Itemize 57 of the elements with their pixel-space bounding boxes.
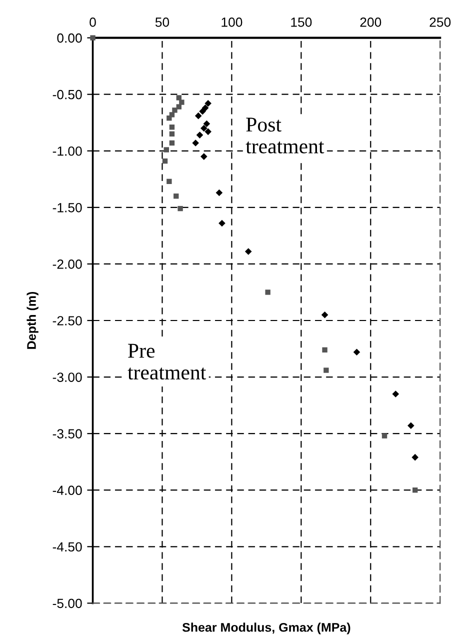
point (164, 147, 169, 152)
x-tick-label: 100 (222, 18, 242, 27)
point (178, 206, 183, 212)
point (392, 390, 400, 398)
point (321, 311, 328, 318)
y-tick-label: -5.00 (52, 598, 82, 608)
annotation: Post treatment (246, 118, 324, 154)
point (174, 194, 179, 199)
point (322, 347, 328, 352)
point (382, 433, 388, 438)
x-tick-label: 200 (360, 18, 382, 27)
point (408, 422, 414, 430)
point (196, 132, 204, 138)
point (162, 158, 168, 164)
point (169, 140, 175, 146)
y-tick-label: -0.50 (52, 90, 82, 100)
point (176, 95, 182, 100)
point (179, 100, 184, 105)
point (200, 124, 208, 132)
point (192, 140, 199, 146)
point (204, 100, 212, 107)
y-tick-label: -2.50 (52, 316, 82, 326)
point (244, 248, 252, 255)
point (412, 488, 418, 493)
point (90, 35, 96, 40)
point (176, 104, 182, 110)
y-axis-title: Depth (m) (26, 292, 38, 349)
y-tick-label: -1.00 (52, 146, 82, 156)
y-tick-label: -3.00 (52, 372, 82, 382)
x-axis-title: Shear Modulus, Gmax (MPa) (182, 622, 350, 634)
x-tick-label: 250 (430, 18, 451, 27)
point (412, 454, 418, 461)
point (353, 348, 360, 356)
point (200, 153, 208, 160)
x-tick-label: 0 (90, 18, 96, 27)
point (166, 116, 172, 121)
y-tick-label: -2.00 (52, 260, 82, 269)
point (204, 128, 212, 136)
x-tick-label: 150 (291, 18, 312, 27)
point (199, 108, 206, 115)
annotation: Pre treatment (128, 344, 206, 380)
y-tick-label: -3.50 (52, 429, 82, 438)
point (169, 124, 175, 130)
point (265, 290, 270, 295)
y-tick-label: -1.50 (52, 202, 82, 212)
point (216, 189, 223, 196)
point (324, 368, 329, 373)
y-tick-label: -4.00 (52, 486, 82, 496)
y-tick-label: 0.00 (57, 33, 82, 43)
point (172, 108, 178, 113)
point (218, 220, 226, 227)
point (203, 120, 210, 128)
point (169, 131, 175, 137)
point (166, 178, 172, 184)
y-tick-label: -4.50 (52, 542, 82, 552)
x-tick-label: 50 (155, 18, 170, 27)
point (194, 112, 202, 120)
